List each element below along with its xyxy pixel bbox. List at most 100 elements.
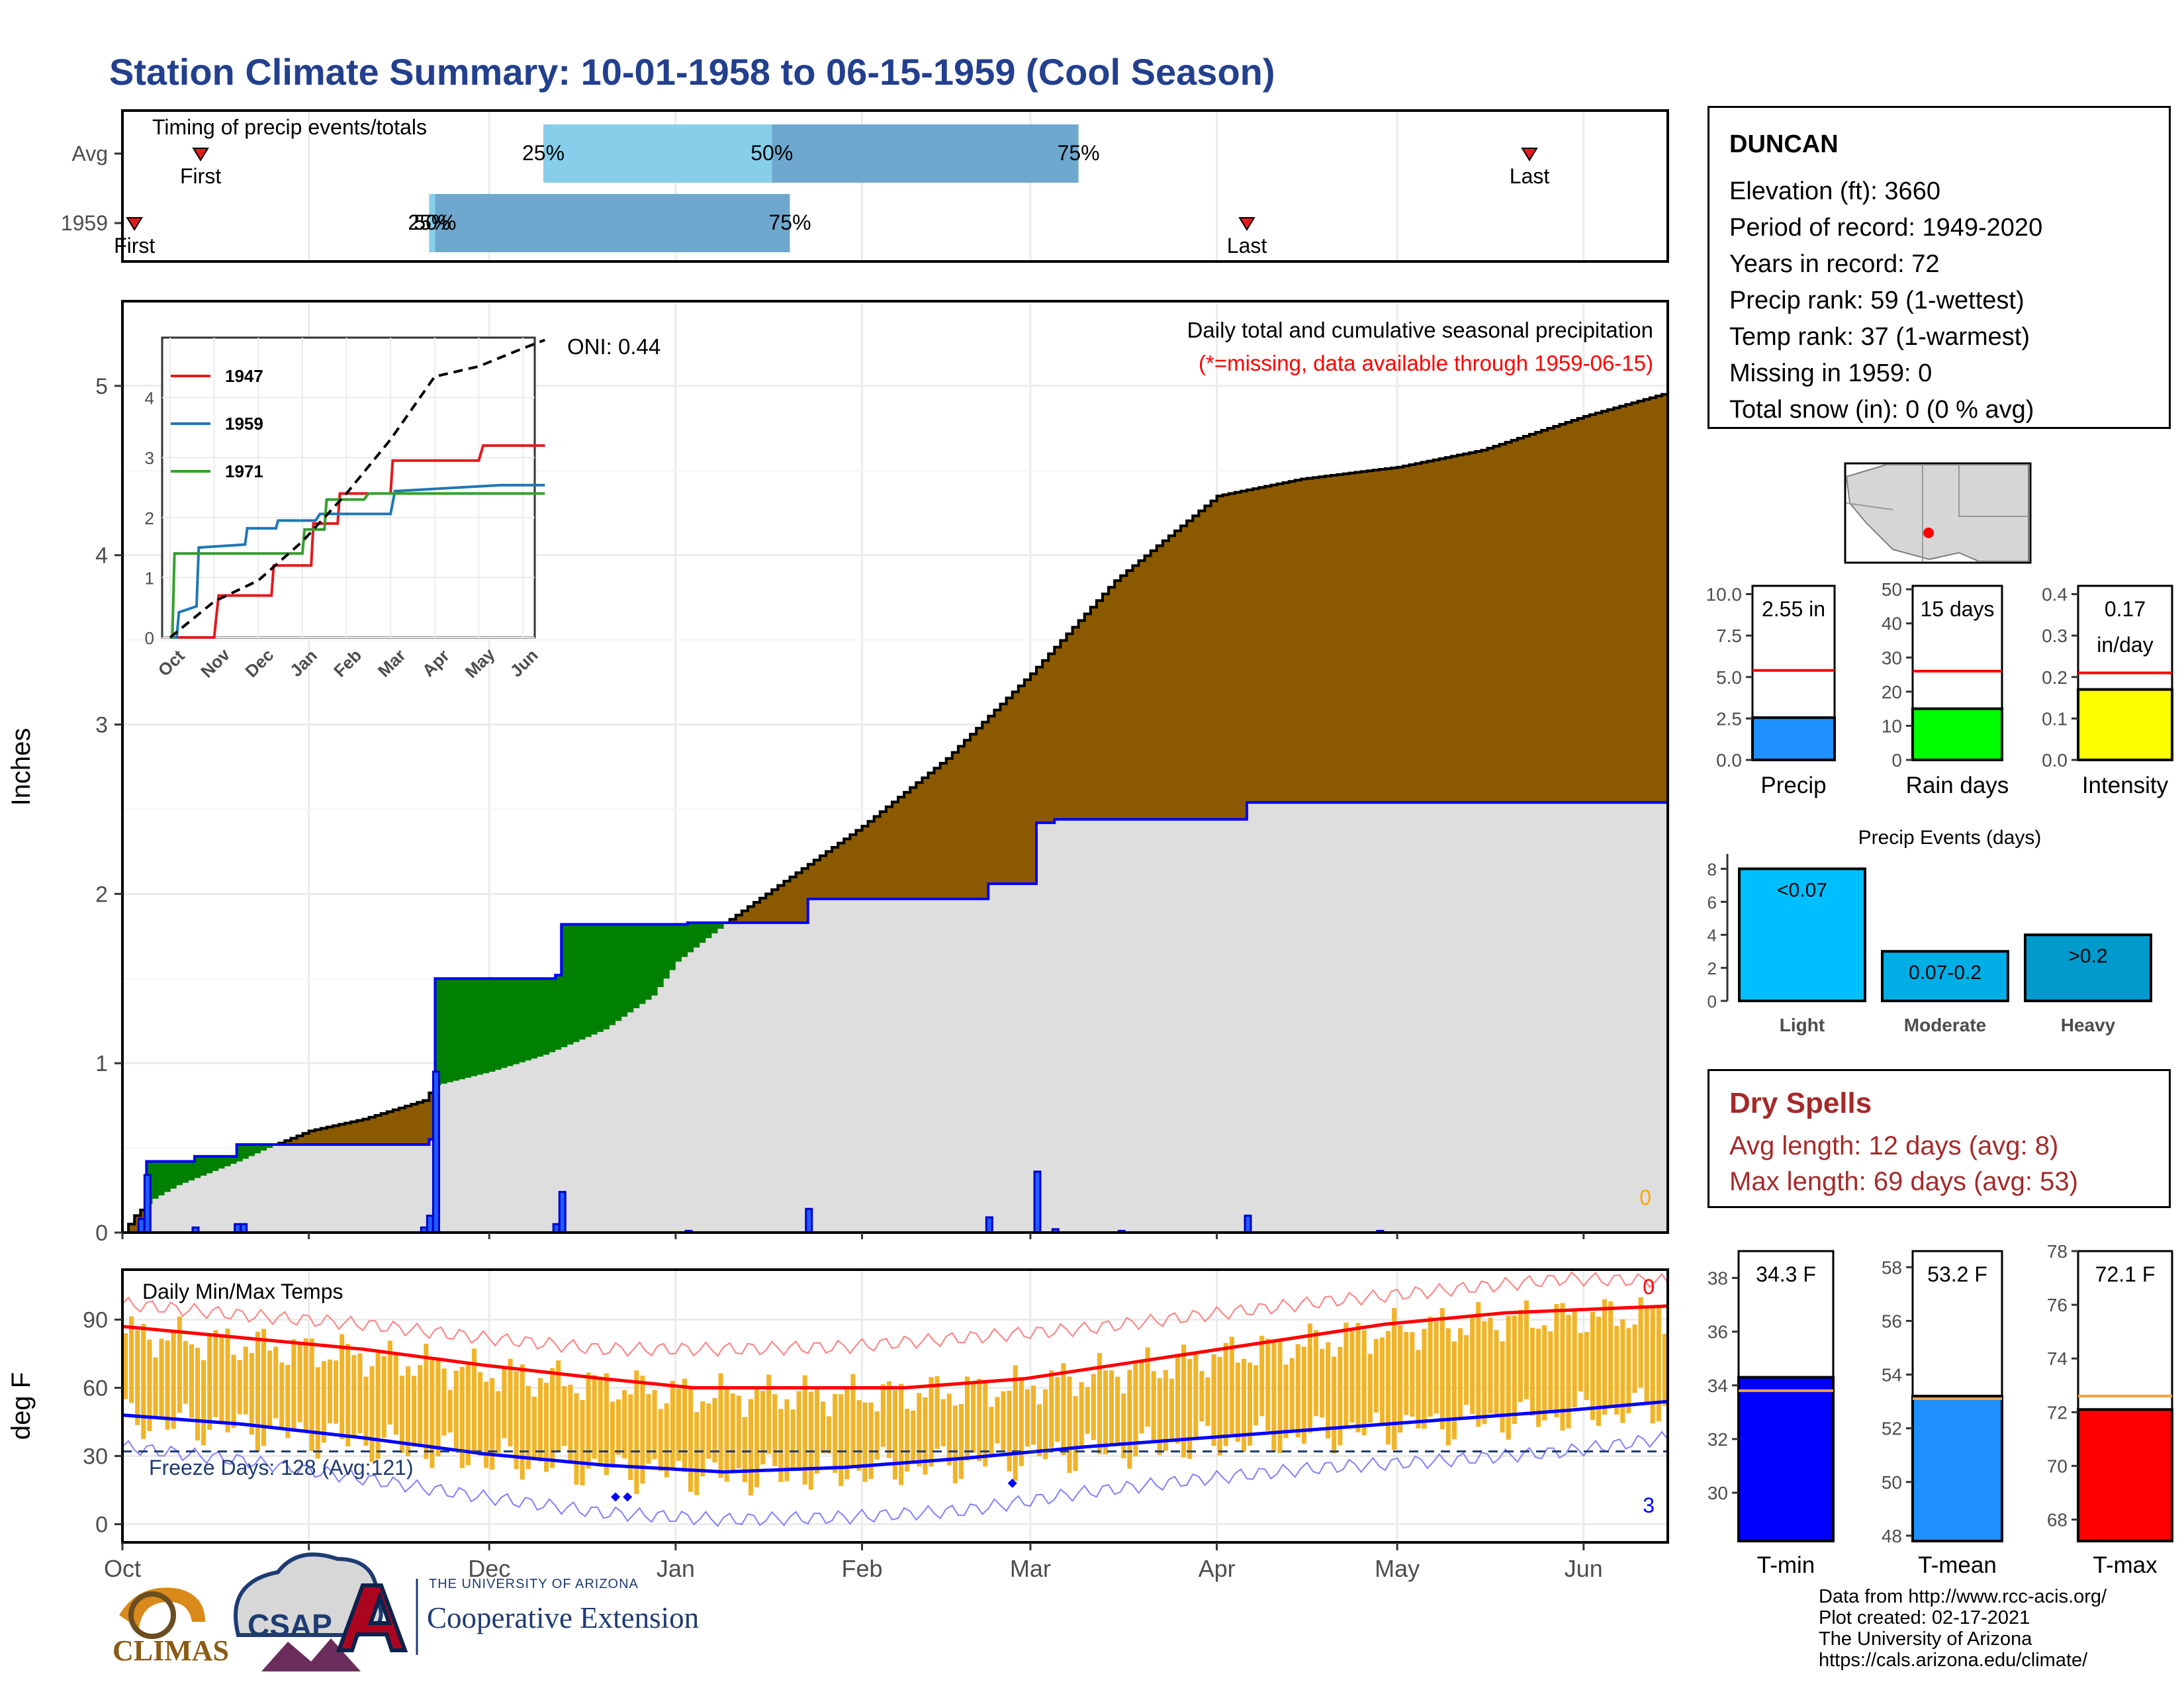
temp-range-bar xyxy=(1248,1362,1253,1446)
temp-range-bar xyxy=(424,1343,429,1459)
summary-value-label: 2.55 in xyxy=(1762,597,1825,621)
inset-xtick-label: Oct xyxy=(154,645,189,680)
summary-ytick-label: 20 xyxy=(1882,682,1902,702)
precip-event-bar-label: <0.07 xyxy=(1777,879,1827,901)
temp-range-bar xyxy=(381,1356,387,1438)
temp-range-bar xyxy=(1422,1329,1427,1429)
temp-range-bar xyxy=(1151,1371,1156,1442)
timing-first-label: First xyxy=(180,164,221,188)
summary-ytick-label: 30 xyxy=(1707,1483,1728,1503)
temp-range-bar xyxy=(742,1417,747,1483)
precip-event-category-label: Moderate xyxy=(1904,1015,1986,1035)
temp-range-bar xyxy=(778,1409,784,1482)
temp-range-bar xyxy=(1163,1370,1168,1451)
summary-ytick-label: 40 xyxy=(1882,614,1902,634)
timing-last-marker xyxy=(1521,148,1538,162)
temp-range-bar xyxy=(171,1331,176,1429)
temp-range-bar xyxy=(892,1389,898,1480)
precip-event-bar xyxy=(2024,933,2152,1003)
inset-xtick-label: Apr xyxy=(418,645,453,680)
temp-range-bar xyxy=(543,1382,549,1472)
temp-range-bar xyxy=(309,1338,314,1451)
temp-range-bar xyxy=(856,1400,862,1471)
temp-range-bar xyxy=(923,1397,928,1475)
temp-range-bar xyxy=(724,1387,729,1482)
daily-precip-bar xyxy=(432,1070,440,1234)
temp-range-bar xyxy=(363,1376,369,1446)
temp-range-bar xyxy=(1596,1316,1602,1427)
temp-range-bar xyxy=(1355,1323,1361,1432)
precip-y-axis-label: Inches xyxy=(7,728,36,806)
temp-range-bar xyxy=(1079,1382,1084,1450)
temp-range-bar xyxy=(471,1348,477,1454)
temp-range-bar xyxy=(718,1373,723,1478)
summary-ytick-label: 70 xyxy=(2047,1456,2068,1476)
credit-plot-created: Plot created: 02-17-2021 xyxy=(1819,1607,2030,1628)
inset-series-line xyxy=(169,338,546,639)
summary-ytick-label: 0.0 xyxy=(1716,750,1742,771)
temp-range-bar xyxy=(213,1330,218,1417)
daily-precip-bar xyxy=(985,1216,993,1234)
timing-last-label: Last xyxy=(1227,234,1267,258)
temp-range-bar xyxy=(1416,1350,1421,1429)
temp-xtick-label: Jan xyxy=(657,1555,695,1582)
record-low-marker xyxy=(1007,1478,1017,1488)
temp-range-bar xyxy=(525,1385,531,1470)
precip-events-ytick-label: 4 xyxy=(1707,925,1717,945)
temp-range-bar xyxy=(899,1383,904,1485)
inset-legend-label: 1971 xyxy=(225,461,263,481)
temp-range-bar xyxy=(177,1316,182,1413)
temp-range-bar xyxy=(225,1329,230,1432)
temp-range-bar xyxy=(1169,1378,1174,1440)
temp-range-bar xyxy=(1013,1365,1018,1481)
summary-ytick-label: 50 xyxy=(1882,579,1902,600)
summary-ytick-label: 76 xyxy=(2047,1295,2068,1315)
temp-range-bar xyxy=(1445,1328,1451,1446)
temp-range-bar xyxy=(616,1399,621,1455)
temp-range-bar xyxy=(351,1354,357,1438)
temp-range-bar xyxy=(676,1388,681,1461)
temp-range-bar xyxy=(153,1357,158,1418)
timing-p50-label: 50% xyxy=(414,211,456,234)
temp-range-bar xyxy=(1349,1331,1355,1423)
summary-value-label: 0.17 xyxy=(2105,597,2146,621)
temp-range-bar xyxy=(886,1381,891,1458)
summary-ytick-label: 52 xyxy=(1882,1419,1902,1439)
temp-range-bar xyxy=(688,1385,694,1492)
summary-ytick-label: 36 xyxy=(1707,1322,1728,1342)
temp-range-bar xyxy=(418,1365,423,1446)
inset-xtick-label: Feb xyxy=(330,645,365,681)
temp-range-bar xyxy=(1326,1342,1331,1438)
precip-event-category-label: Heavy xyxy=(2061,1015,2116,1035)
summary-category-label: T-min xyxy=(1757,1552,1815,1578)
precip-ytick-label: 1 xyxy=(95,1051,108,1076)
temp-range-bar xyxy=(1500,1341,1505,1433)
temp-range-bar xyxy=(790,1409,796,1471)
summary-t-mean-bar xyxy=(1911,1395,2003,1542)
temp-range-bar xyxy=(1241,1358,1247,1452)
summary-category-label: T-max xyxy=(2093,1552,2158,1578)
temp-range-bar xyxy=(1073,1396,1078,1472)
temp-range-bar xyxy=(640,1376,645,1484)
temp-range-bar xyxy=(141,1323,146,1439)
temp-range-bar xyxy=(508,1358,513,1446)
temp-range-bar xyxy=(880,1384,886,1447)
observed-precip-line xyxy=(122,801,1668,1234)
temp-range-bar xyxy=(1530,1327,1535,1416)
precip-events-ytick-label: 0 xyxy=(1707,992,1717,1011)
inset-xtick-label: Mar xyxy=(374,645,410,681)
summary-category-label: T-mean xyxy=(1918,1552,1997,1578)
temp-range-bar xyxy=(1338,1346,1343,1446)
temp-range-bar xyxy=(496,1391,501,1453)
inset-legend-label: 1947 xyxy=(225,366,263,386)
dry-spells-panel: Dry Spells Avg length: 12 days (avg: 8) … xyxy=(1707,1069,2171,1208)
temp-range-bar xyxy=(1301,1346,1306,1444)
temp-range-bar xyxy=(604,1373,609,1476)
precip-event-bar-label: >0.2 xyxy=(2068,945,2107,967)
temp-ytick-label: 0 xyxy=(95,1513,108,1538)
temp-range-bar xyxy=(754,1387,760,1487)
temp-range-bar xyxy=(231,1354,236,1429)
temp-range-bar xyxy=(748,1399,753,1496)
temp-range-bar xyxy=(1524,1300,1529,1400)
temp-range-bar xyxy=(670,1380,675,1469)
